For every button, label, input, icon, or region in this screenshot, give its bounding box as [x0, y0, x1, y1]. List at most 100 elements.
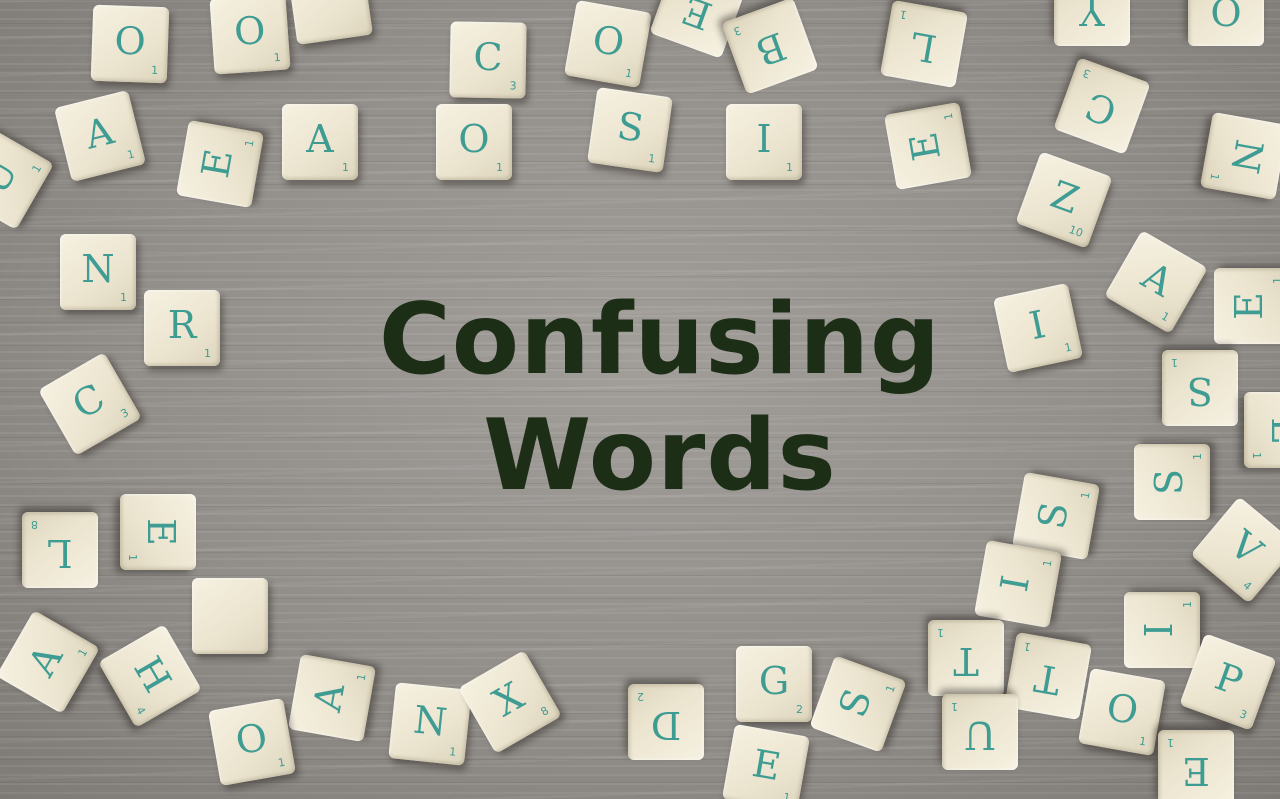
tile-letter: E	[139, 518, 183, 546]
tile-letter: T	[1031, 655, 1064, 703]
tile-letter: H	[125, 649, 180, 700]
tile-points: 1	[624, 66, 634, 81]
tile-letter: L	[47, 531, 73, 575]
letter-tile: L1	[1244, 392, 1280, 468]
tile-points: 1	[126, 554, 139, 561]
tile-points: 1	[1171, 356, 1178, 369]
headline-line-2: Words	[483, 399, 837, 513]
tile-letter: O	[458, 117, 490, 161]
tile-points: 1	[29, 162, 45, 175]
tile-letter: N	[411, 697, 450, 745]
tile-letter: L	[907, 23, 940, 71]
tile-points: 3	[509, 79, 517, 93]
tile-points: 2	[796, 703, 803, 716]
tile-letter: S	[830, 683, 881, 723]
tile-letter: E	[1227, 292, 1271, 320]
tile-points: 1	[150, 63, 159, 77]
tile-letter: C	[64, 375, 113, 428]
tile-letter: T	[953, 639, 979, 683]
tile-letter: N	[81, 247, 115, 291]
headline-line-1: Confusing	[378, 283, 942, 397]
tile-points: 1	[120, 291, 127, 304]
letter-tile	[287, 0, 373, 45]
tile-letter: S	[1147, 468, 1191, 496]
tile-letter: I	[1137, 622, 1181, 638]
tile-points: 1	[1191, 453, 1204, 460]
tile-points: 1	[496, 161, 503, 174]
tile-points: 1	[204, 347, 211, 360]
tile-letter: I	[756, 117, 772, 161]
tile-letter: O	[589, 16, 628, 66]
tile-letter: R	[167, 303, 197, 347]
tile-letter: A	[1134, 253, 1181, 306]
tile-points: 1	[941, 111, 956, 122]
tile-points: 1	[1207, 172, 1222, 182]
tile-points: 8	[538, 703, 552, 719]
tile-letter: A	[304, 680, 354, 715]
tile-letter: C	[1079, 83, 1123, 135]
tile-letter: U	[0, 151, 27, 202]
tile-points: 1	[937, 626, 944, 639]
tile-points: 1	[1167, 736, 1174, 749]
tile-letter: E	[192, 145, 242, 181]
tile-letter: O	[1103, 684, 1142, 734]
tile-points: 8	[31, 518, 38, 531]
tile-points: 1	[448, 745, 457, 759]
tile-letter: U	[963, 713, 997, 757]
headline: Confusing Words	[260, 282, 1060, 514]
blank-tile	[192, 578, 268, 654]
tile-points: 1	[342, 161, 349, 174]
tile-points: 1	[75, 646, 91, 659]
tile-points: 4	[133, 704, 149, 718]
tile-points: 1	[1181, 601, 1194, 608]
tile-letter: I	[992, 572, 1039, 595]
letter-tile: O1	[1188, 0, 1264, 46]
tile-letter: N	[1222, 136, 1272, 177]
tile-points: 1	[647, 151, 657, 166]
tile-letter: V	[1221, 522, 1271, 574]
tile-points: 1	[782, 790, 792, 799]
tile-letter: O	[113, 18, 147, 64]
tile-letter: Y	[1079, 0, 1105, 33]
tile-letter: E	[749, 740, 785, 790]
tile-points: 3	[118, 405, 132, 421]
tile-letter: S	[1186, 369, 1214, 413]
tile-letter: L	[1260, 392, 1280, 468]
tile-letter: Z	[1045, 171, 1085, 223]
tile-points: 1	[1271, 277, 1280, 284]
tile-letter: S	[614, 103, 647, 151]
tile-points: 1	[883, 683, 898, 695]
tile-points: 1	[1250, 452, 1263, 459]
tile-points: 1	[273, 50, 282, 65]
tile-letter: A	[19, 637, 72, 684]
